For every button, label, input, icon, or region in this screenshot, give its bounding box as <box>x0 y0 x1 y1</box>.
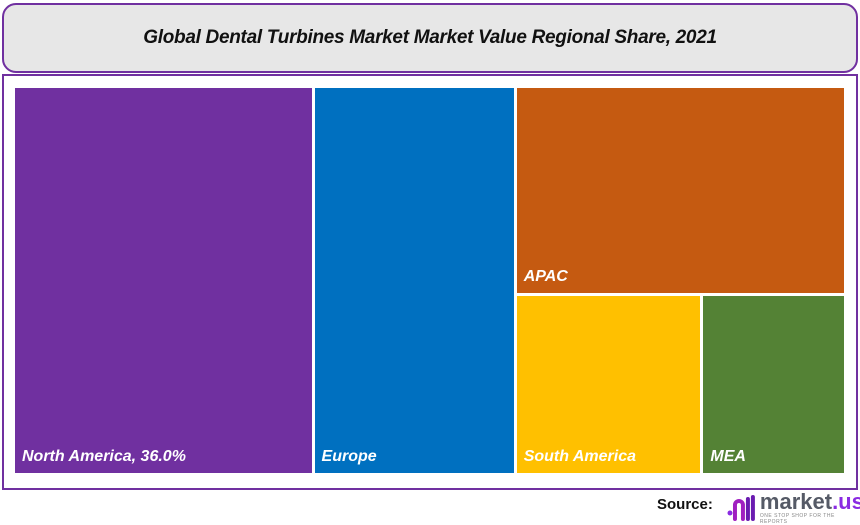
title-box: Global Dental Turbines Market Market Val… <box>2 3 858 73</box>
tile-label: APAC <box>523 268 568 286</box>
tile-south-america: South America <box>516 296 701 473</box>
logo-tagline: ONE STOP SHOP FOR THE REPORTS <box>759 513 835 525</box>
tile-north-america: North America, 36.0% <box>15 88 312 473</box>
source-label: Source: <box>657 496 713 513</box>
market-us-logo: market.us ONE STOP SHOP FOR THE REPORTS <box>726 491 860 525</box>
tile-label: Europe <box>321 448 377 465</box>
tile-europe: Europe <box>314 88 514 473</box>
tile-apac: APAC <box>516 88 844 294</box>
tile-label: MEA <box>710 447 746 465</box>
tile-label: North America, 36.0% <box>22 448 186 465</box>
treemap-frame: North America, 36.0% Europe APAC South Amer… <box>2 74 858 490</box>
tile-mea: MEA <box>703 296 844 473</box>
tile-label: South America <box>523 447 637 465</box>
logo-text: market.us <box>759 489 860 514</box>
logo-icon <box>727 495 755 521</box>
chart-title: Global Dental Turbines Market Market Val… <box>143 27 717 48</box>
